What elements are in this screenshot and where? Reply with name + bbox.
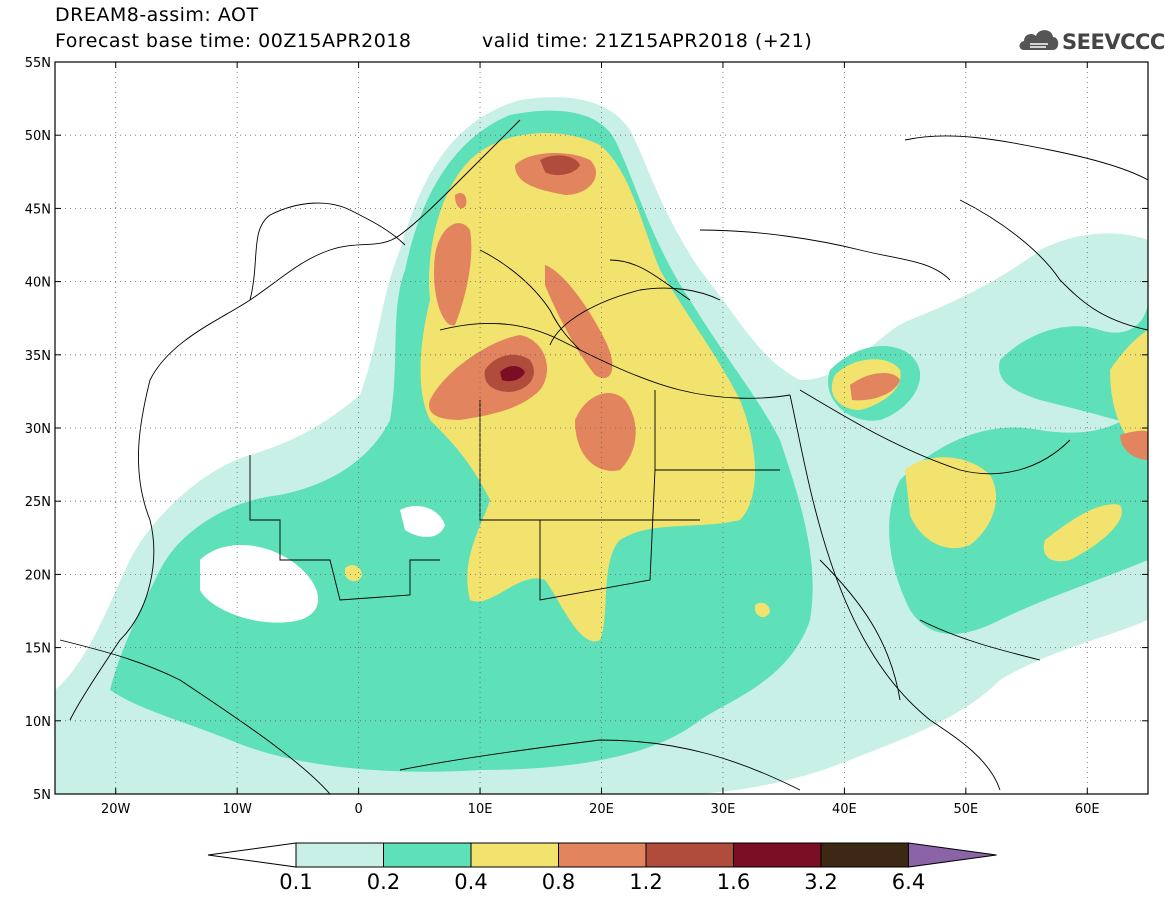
aot-band-1-6 <box>500 366 525 382</box>
coastlines <box>59 119 1148 794</box>
lon-label: 40E <box>832 802 857 817</box>
lon-label: 0 <box>354 802 362 817</box>
lat-label: 15N <box>25 642 51 657</box>
colorbar-under-arrow <box>207 842 297 868</box>
colorbar-label: 0.2 <box>367 870 400 894</box>
colorbar-label: 6.4 <box>892 870 925 894</box>
valid-time: valid time: 21Z15APR2018 (+21) <box>482 30 813 52</box>
latitude-labels: 55N 50N 45N 40N 35N 30N 25N 20N 15N 10N 5N <box>25 56 51 803</box>
aot-field <box>55 97 1148 794</box>
colorbar-box <box>470 842 559 868</box>
lat-label: 30N <box>25 422 51 437</box>
cloud-icon <box>1019 30 1059 50</box>
lat-label: 20N <box>25 568 51 583</box>
colorbar-box <box>558 842 647 868</box>
colorbar-label: 0.8 <box>542 870 575 894</box>
axis-ticks <box>55 61 1148 795</box>
lon-label: 10W <box>222 802 252 817</box>
colorbar-label: 3.2 <box>804 870 837 894</box>
colorbar-label: 0.1 <box>279 870 312 894</box>
colorbar-box <box>295 842 384 868</box>
lat-label: 45N <box>25 202 51 217</box>
lon-label: 50E <box>953 802 978 817</box>
colorbar-box <box>383 842 472 868</box>
colorbar-box <box>733 842 822 868</box>
aot-low-areas <box>200 505 445 623</box>
longitude-labels: 20W 10W 0 10E 20E 30E 40E 50E 60E <box>101 802 1100 817</box>
lat-label: 55N <box>25 56 51 71</box>
lat-label: 5N <box>33 788 51 803</box>
lon-label: 20W <box>101 802 131 817</box>
aot-band-0-4 <box>345 133 1148 642</box>
colorbar-over-arrow <box>908 842 997 868</box>
lat-label: 50N <box>25 129 51 144</box>
map-title: DREAM8-assim: AOT <box>55 4 259 26</box>
lon-label: 60E <box>1075 802 1100 817</box>
graticule <box>55 62 1148 794</box>
logo-text: SEEVCCC <box>1062 30 1165 54</box>
colorbar-box <box>820 842 909 868</box>
lon-label: 20E <box>589 802 614 817</box>
lon-label: 30E <box>711 802 736 817</box>
colorbar-label: 1.6 <box>717 870 750 894</box>
forecast-base-time: Forecast base time: 00Z15APR2018 <box>55 30 412 52</box>
lat-label: 10N <box>25 715 51 730</box>
lat-label: 35N <box>25 349 51 364</box>
lat-label: 40N <box>25 276 51 291</box>
colorbar-box <box>645 842 734 868</box>
colorbar-label: 0.4 <box>454 870 487 894</box>
lon-label: 10E <box>468 802 493 817</box>
lat-label: 25N <box>25 495 51 510</box>
colorbar-label: 1.2 <box>629 870 662 894</box>
seevccc-logo: SEEVCCC <box>1016 22 1165 58</box>
